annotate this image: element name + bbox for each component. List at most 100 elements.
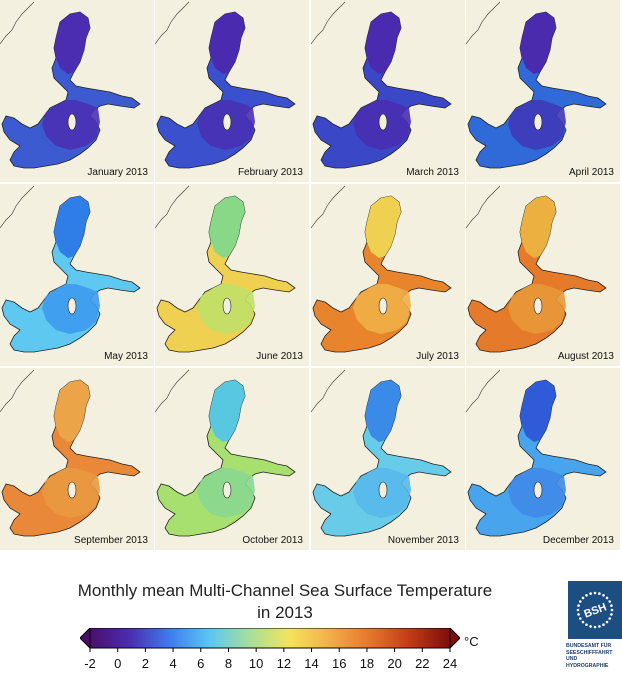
month-map-panel: February 2013 xyxy=(155,0,309,182)
logo-star xyxy=(577,613,580,616)
month-label: February 2013 xyxy=(237,167,303,178)
coastline xyxy=(311,369,346,413)
logo-star xyxy=(585,623,588,627)
baltic-sst-map xyxy=(155,368,309,550)
bsh-logo-text: BUNDESAMT FÜR SEESCHIFFFAHRT UND HYDROGR… xyxy=(566,643,622,669)
baltic-sst-map xyxy=(0,184,154,366)
month-map-panel: May 2013 xyxy=(0,184,154,366)
month-label: March 2013 xyxy=(406,167,459,178)
island xyxy=(533,297,543,315)
baltic-sst-map xyxy=(466,0,620,182)
baltic-sst-map xyxy=(466,184,620,366)
logo-star xyxy=(605,596,609,600)
coastline xyxy=(155,1,190,45)
logo-star xyxy=(598,625,601,628)
baltic-sst-map xyxy=(311,368,465,550)
logo-star xyxy=(585,593,588,597)
bsh-logo-emblem: BSH xyxy=(576,591,614,629)
colorbar-min-arrow xyxy=(80,628,91,650)
coastline xyxy=(0,1,35,45)
coastline xyxy=(466,369,501,413)
month-map-panel: July 2013 xyxy=(311,184,465,366)
island xyxy=(378,481,388,499)
bothnian-bay xyxy=(520,12,556,74)
colorbar-tick-label: 2 xyxy=(141,656,149,671)
baltic-sst-map xyxy=(0,0,154,182)
bothnian-bay xyxy=(209,380,245,442)
logo-star xyxy=(593,591,597,595)
colorbar-tick-label: 12 xyxy=(276,656,292,671)
coastline xyxy=(0,369,35,413)
logo-star xyxy=(608,617,612,620)
bothnian-bay xyxy=(54,380,90,442)
logo-star xyxy=(610,613,613,616)
colorbar-unit: °C xyxy=(464,634,479,649)
month-label: January 2013 xyxy=(87,167,148,178)
bothnian-bay xyxy=(520,196,556,258)
island xyxy=(378,297,388,315)
month-label: August 2013 xyxy=(557,351,614,362)
bothnian-bay xyxy=(365,196,401,258)
colorbar-max-arrow xyxy=(449,628,460,650)
logo-star xyxy=(581,620,585,624)
colorbar-tick-label: 10 xyxy=(248,656,264,671)
colorbar-tick-label: 16 xyxy=(331,656,347,671)
island xyxy=(533,481,543,499)
bothnian-bay xyxy=(365,12,401,74)
colorbar-bar xyxy=(89,628,451,649)
sst-map-grid: January 2013 February 2013 March 2013 April… xyxy=(0,0,620,550)
logo-line-3: UND xyxy=(566,656,578,663)
month-map-panel: December 2013 xyxy=(466,368,620,550)
month-map-panel: January 2013 xyxy=(0,0,154,182)
island xyxy=(222,481,232,499)
colorbar-tick-label: 18 xyxy=(359,656,375,671)
baltic-sst-map xyxy=(311,0,465,182)
bothnian-bay xyxy=(54,12,90,74)
month-label: October 2013 xyxy=(242,535,303,546)
island xyxy=(67,113,77,131)
baltic-sst-map xyxy=(0,368,154,550)
colorbar-tick-label: 0 xyxy=(114,656,122,671)
figure-title-line2: in 2013 xyxy=(257,603,313,622)
bothnian-bay xyxy=(209,12,245,74)
coastline xyxy=(311,1,346,45)
baltic-sst-map xyxy=(311,184,465,366)
bothnian-bay xyxy=(54,196,90,258)
month-label: December 2013 xyxy=(542,535,614,546)
logo-line-4: HYDROGRAPHIE xyxy=(566,662,609,669)
logo-star xyxy=(577,604,580,607)
logo-line-1: BUNDESAMT FÜR xyxy=(566,643,612,649)
baltic-sst-map xyxy=(155,0,309,182)
logo-star xyxy=(610,604,613,607)
bothnian-bay xyxy=(209,196,245,258)
coastline xyxy=(466,1,501,45)
month-map-panel: April 2013 xyxy=(466,0,620,182)
bothnian-bay xyxy=(365,380,401,442)
baltic-sst-map xyxy=(155,184,309,366)
bsh-logo: BSH xyxy=(568,581,622,639)
logo-star xyxy=(578,617,582,620)
logo-star xyxy=(598,592,601,595)
colorbar-tick-label: 20 xyxy=(387,656,402,671)
month-map-panel: September 2013 xyxy=(0,368,154,550)
figure-title-line1: Monthly mean Multi-Channel Sea Surface T… xyxy=(77,581,493,600)
month-label: July 2013 xyxy=(416,351,459,362)
coastline xyxy=(466,185,501,229)
logo-star xyxy=(602,593,605,597)
colorbar-tick-label: 4 xyxy=(169,656,177,671)
logo-line-2: SEESCHIFFFAHRT xyxy=(566,649,613,656)
colorbar-tick-label: 22 xyxy=(415,656,430,671)
island xyxy=(222,113,232,131)
bothnian-bay xyxy=(520,380,556,442)
coastline xyxy=(0,185,35,229)
colorbar-tick-label: 8 xyxy=(224,656,233,671)
logo-star xyxy=(589,625,592,628)
logo-star xyxy=(581,596,585,600)
month-label: June 2013 xyxy=(256,351,303,362)
logo-star xyxy=(578,600,582,603)
coastline xyxy=(155,185,190,229)
logo-star xyxy=(593,625,597,629)
coastline xyxy=(311,185,346,229)
island xyxy=(222,297,232,315)
month-map-panel: March 2013 xyxy=(311,0,465,182)
